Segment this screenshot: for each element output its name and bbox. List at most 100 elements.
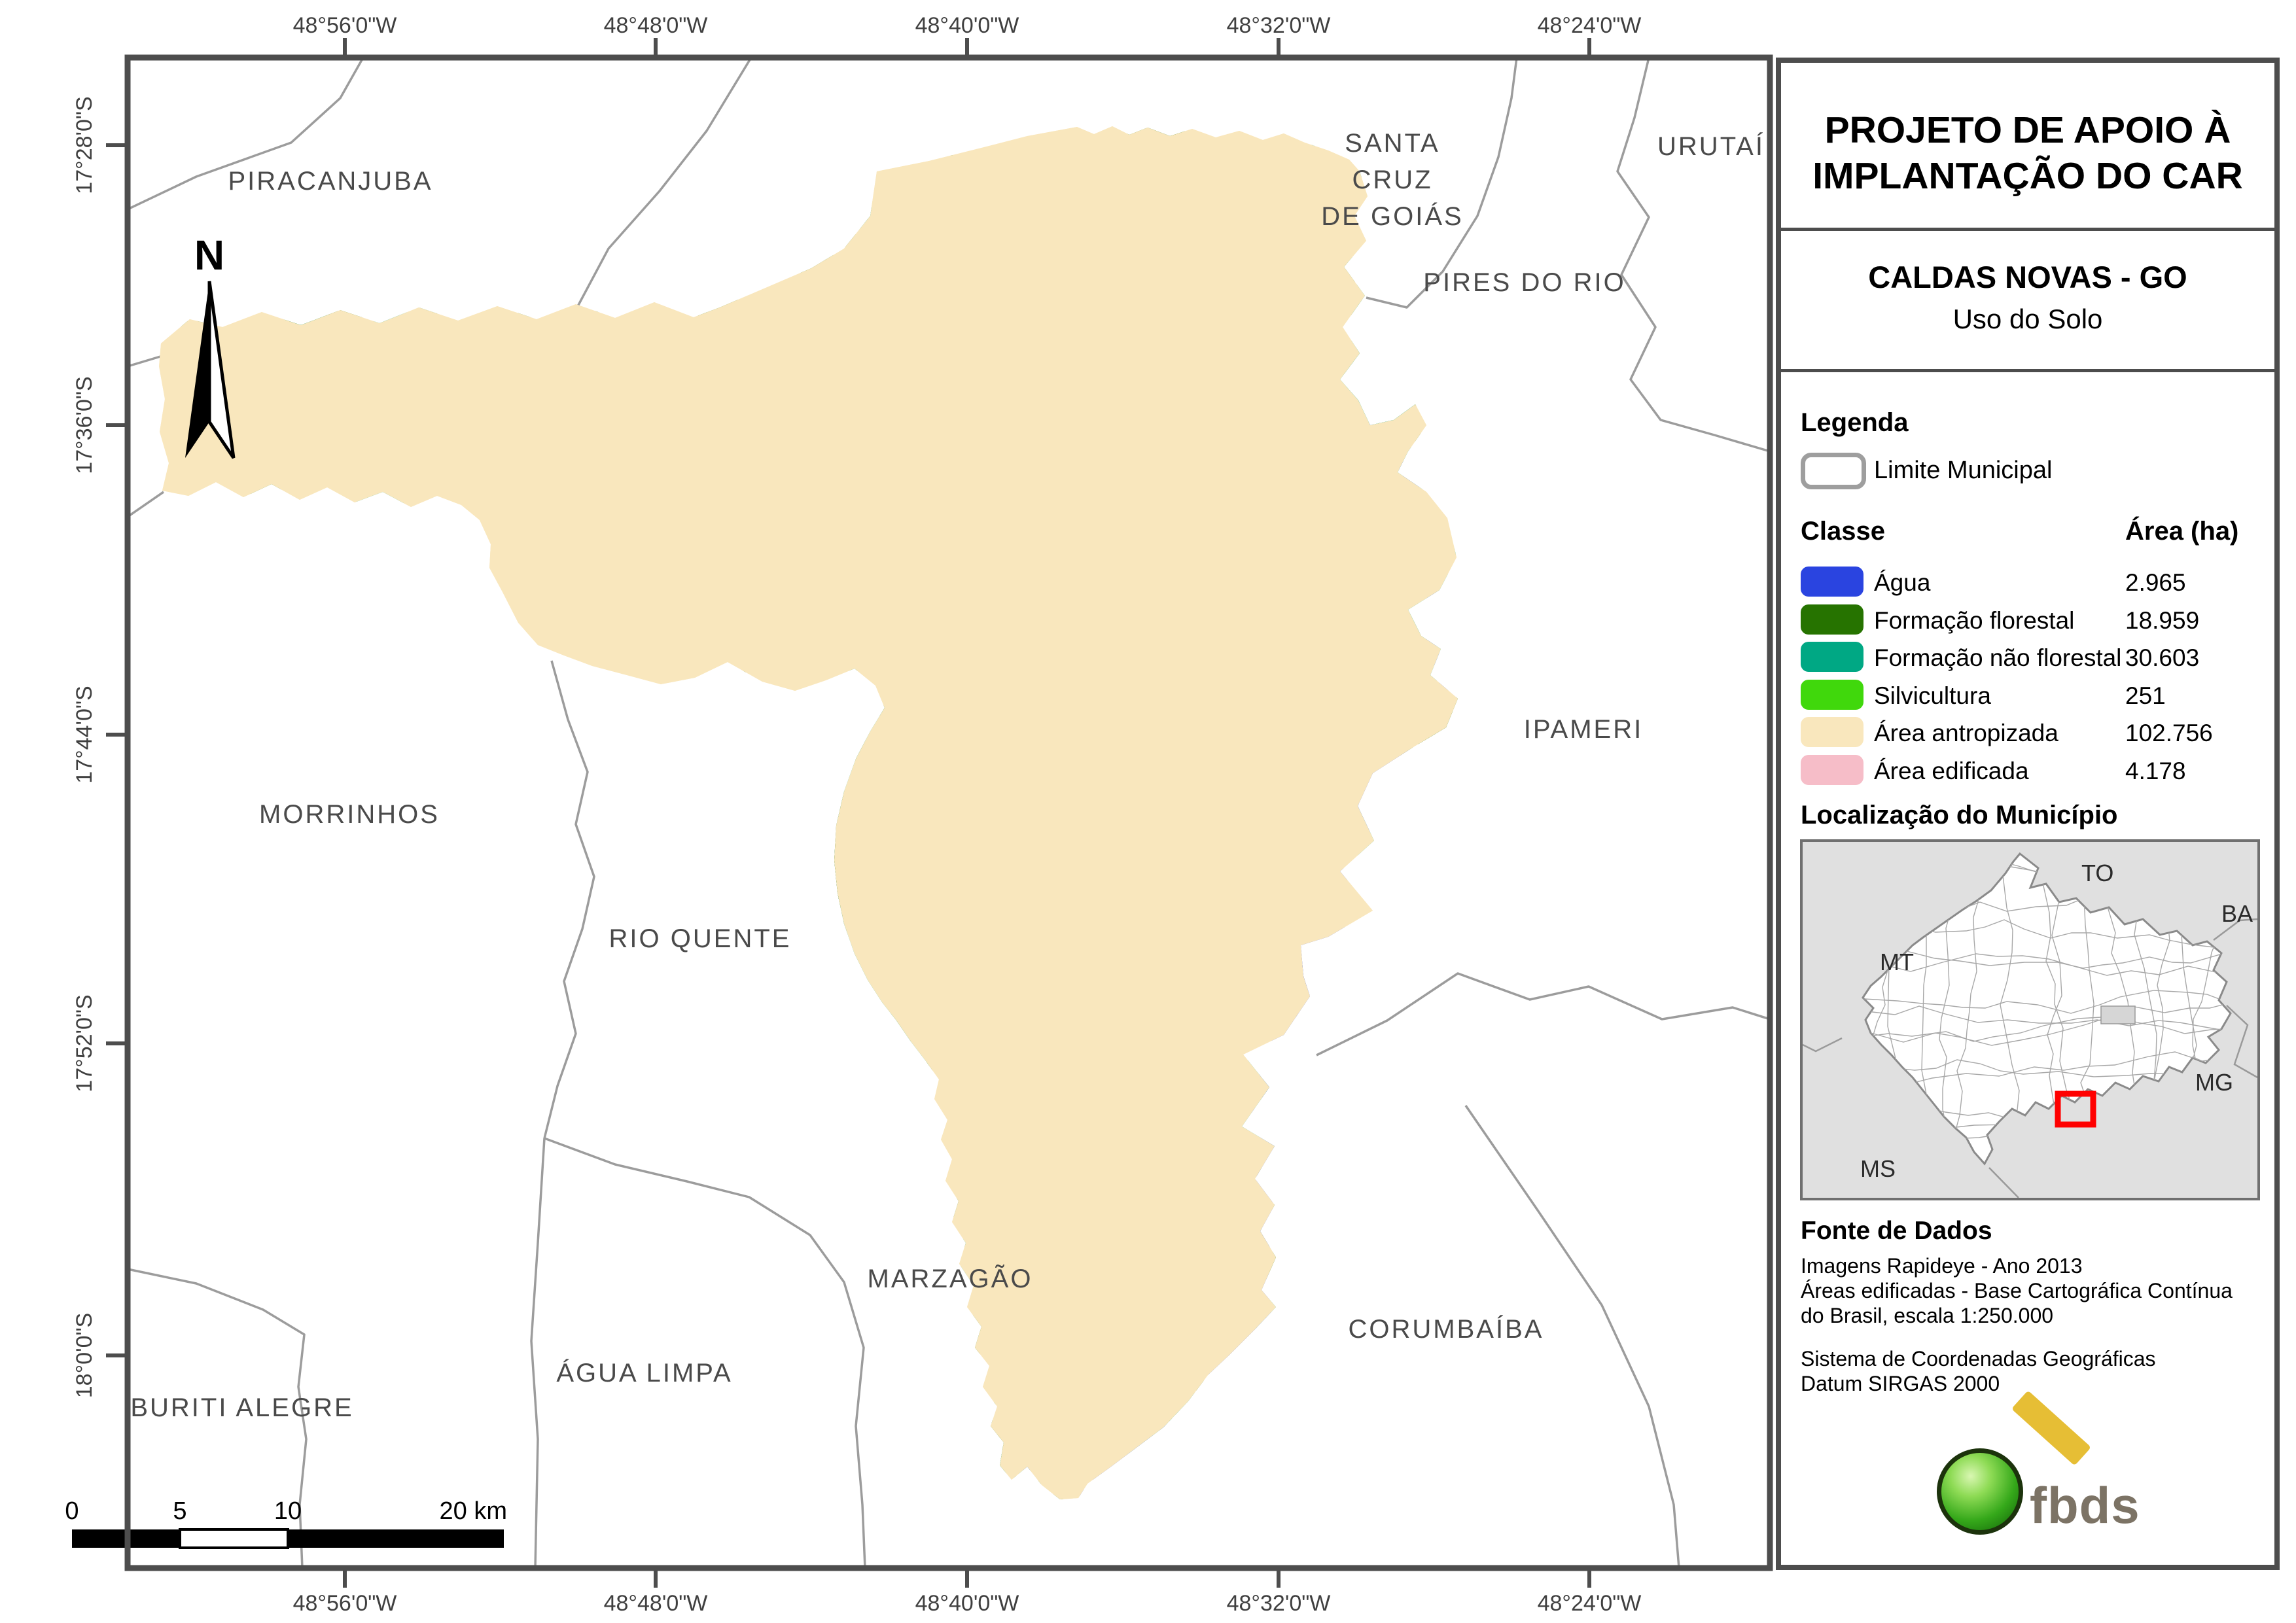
scalebar-label: 5	[173, 1497, 186, 1525]
scale-bar: 0 5 10 20 km	[65, 1497, 507, 1549]
state-label-mt: MT	[1880, 949, 1914, 975]
info-panel: PROJETO DE APOIO À IMPLANTAÇÃO DO CAR CA…	[1776, 58, 2280, 1570]
legend-swatch	[1801, 717, 1863, 747]
panel-divider	[1781, 369, 2274, 372]
fonte-line: Áreas edificadas - Base Cartográfica Con…	[1801, 1279, 2233, 1302]
panel-divider	[1781, 228, 2274, 231]
legend-area-value: 18.959	[2125, 606, 2200, 634]
municipality-title: CALDAS NOVAS - GO	[1868, 260, 2187, 294]
legend-class-label: Área edificada	[1874, 757, 2029, 784]
legend-swatch	[1801, 679, 1863, 710]
legend-row: Silvicultura 251	[1781, 679, 2274, 712]
state-label-to: TO	[2081, 860, 2113, 886]
coordinate-labels: 48°56'0"W 48°48'0"W 48°40'0"W 48°32'0"W 48°2…	[72, 13, 1641, 1616]
legend-heading: Legenda	[1801, 408, 1909, 437]
legend-area-value: 4.178	[2125, 757, 2186, 784]
neighbor-state-borders	[1802, 918, 2258, 1198]
legend-area-value: 2.965	[2125, 569, 2186, 596]
legend-row: Água 2.965	[1781, 567, 2274, 599]
place-label: URUTAÍ	[1657, 131, 1765, 161]
fonte-line: do Brasil, escala 1:250.000	[1801, 1304, 2054, 1327]
legend-row: Área edificada 4.178	[1781, 754, 2274, 788]
longitude-label-top: 48°40'0"W	[915, 13, 1019, 38]
legend-area-value: 102.756	[2125, 720, 2213, 746]
place-label: PIRACANJUBA	[228, 167, 433, 196]
fbds-logo-text: fbds	[2030, 1476, 2140, 1534]
legend-row: Formação florestal 18.959	[1781, 604, 2274, 637]
scalebar-label: 0	[65, 1497, 79, 1525]
latitude-label: 17°36'0"S	[72, 376, 97, 474]
legend-row: Área antropizada 102.756	[1781, 717, 2274, 750]
fonte-heading: Fonte de Dados	[1801, 1217, 1992, 1245]
legend-col-area: Área (ha)	[2125, 517, 2239, 546]
place-labels: PIRACANJUBA SANTA CRUZ DE GOIÁS PIRES DO RIO…	[130, 129, 1765, 1422]
caldas-novas-highlight	[2055, 1091, 2096, 1128]
fonte-line: Sistema de Coordenadas Geográficas	[1801, 1347, 2156, 1370]
legend-swatch	[1801, 567, 1863, 597]
legend-swatch	[1801, 642, 1863, 672]
legend-swatch	[1801, 754, 1863, 785]
legend-area-value: 30.603	[2125, 644, 2200, 671]
fonte-line: Datum SIRGAS 2000	[1801, 1372, 2000, 1395]
longitude-label-bottom: 48°24'0"W	[1538, 1591, 1642, 1616]
legend-class-label: Água	[1874, 569, 1931, 596]
fonte-line: Imagens Rapideye - Ano 2013	[1801, 1254, 2083, 1278]
place-label: MORRINHOS	[259, 800, 440, 829]
longitude-label-top: 48°32'0"W	[1227, 13, 1331, 38]
place-label: SANTA	[1345, 129, 1439, 158]
map-theme: Uso do Solo	[1952, 304, 2103, 334]
longitude-label-bottom: 48°56'0"W	[293, 1591, 397, 1616]
north-label: N	[194, 232, 224, 279]
legend-class-label: Área antropizada	[1874, 720, 2058, 746]
latitude-label: 17°44'0"S	[72, 686, 97, 783]
localizacao-heading: Localização do Município	[1801, 801, 2118, 829]
place-label: PIRES DO RIO	[1423, 268, 1625, 297]
gray-municipality	[2100, 1005, 2136, 1024]
place-label: IPAMERI	[1524, 715, 1644, 744]
legend-row: Formação não florestal 30.603	[1781, 642, 2274, 674]
state-labels: TO BA MT MG MS	[1860, 860, 2253, 1182]
legend-col-classe: Classe	[1801, 517, 1885, 546]
longitude-label-bottom: 48°32'0"W	[1227, 1591, 1331, 1616]
place-label: ÁGUA LIMPA	[556, 1358, 732, 1387]
longitude-label-top: 48°56'0"W	[293, 13, 397, 38]
scalebar-label: 20 km	[440, 1497, 507, 1525]
graticule-ticks	[106, 38, 1591, 1588]
place-label: RIO QUENTE	[609, 924, 792, 953]
legend-area-value: 251	[2125, 682, 2166, 709]
project-title-line1: PROJETO DE APOIO À	[1824, 109, 2231, 151]
legend-class-label: Silvicultura	[1874, 682, 1991, 709]
neighbor-boundaries	[130, 60, 1767, 1565]
state-label-mg: MG	[2195, 1069, 2233, 1096]
fbds-logo: fbds	[1932, 1390, 2206, 1554]
place-label: CORUMBAÍBA	[1349, 1314, 1544, 1344]
project-title-line2: IMPLANTAÇÃO DO CAR	[1812, 155, 2243, 197]
limite-municipal-swatch	[1801, 453, 1866, 489]
state-label-ba: BA	[2221, 900, 2253, 927]
latitude-label: 17°52'0"S	[72, 994, 97, 1092]
map-frame	[124, 54, 1773, 1571]
fbds-logo-sphere	[1937, 1448, 2023, 1535]
locator-map: TO BA MT MG MS	[1800, 839, 2260, 1200]
place-label: CRUZ	[1352, 166, 1432, 194]
legend-class-label: Formação florestal	[1874, 606, 2075, 634]
longitude-label-bottom: 48°40'0"W	[915, 1591, 1019, 1616]
latitude-label: 18°0'0"S	[72, 1313, 97, 1398]
place-label: MARZAGÃO	[868, 1264, 1033, 1293]
latitude-label: 17°28'0"S	[72, 96, 97, 194]
longitude-label-top: 48°24'0"W	[1538, 13, 1642, 38]
state-label-ms: MS	[1860, 1155, 1896, 1182]
north-arrow	[185, 281, 236, 459]
longitude-label-top: 48°48'0"W	[604, 13, 708, 38]
scalebar-label: 10	[274, 1497, 302, 1525]
project-title: PROJETO DE APOIO À IMPLANTAÇÃO DO CAR	[1781, 107, 2274, 199]
longitude-label-bottom: 48°48'0"W	[604, 1591, 708, 1616]
fbds-logo-bar	[2011, 1390, 2092, 1466]
legend-class-label: Formação não florestal	[1874, 644, 2122, 671]
place-label: BURITI ALEGRE	[130, 1393, 353, 1422]
place-label: DE GOIÁS	[1321, 201, 1463, 231]
legend-swatch	[1801, 604, 1863, 635]
limite-municipal-label: Limite Municipal	[1874, 457, 2053, 484]
